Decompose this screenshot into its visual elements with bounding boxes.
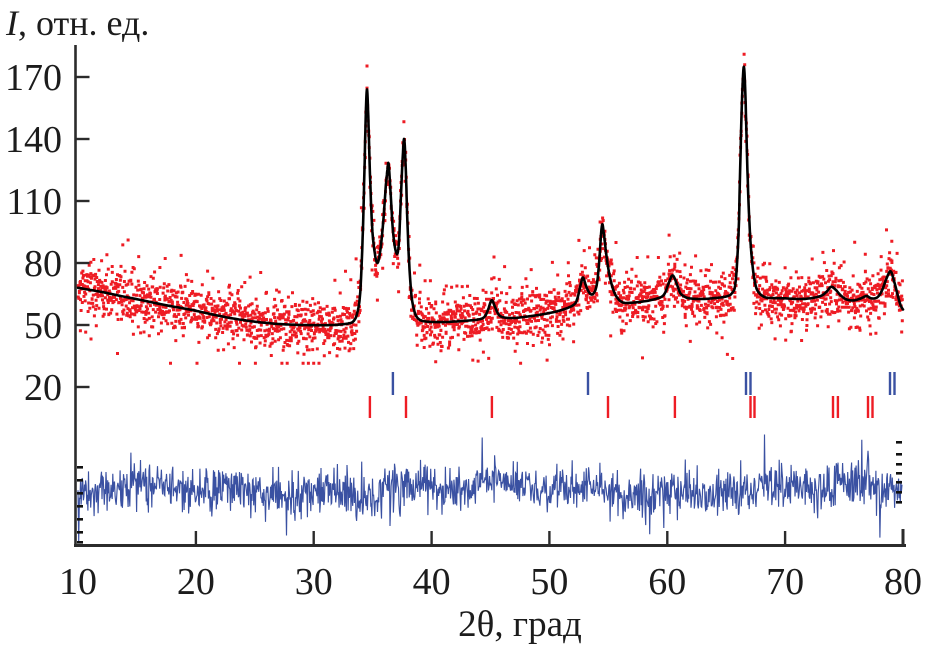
end-cap-dash bbox=[77, 531, 83, 534]
x-tick-label: 50 bbox=[530, 561, 568, 603]
y-tick-label: 170 bbox=[5, 57, 62, 99]
y-axis-title: I, отн. ед. bbox=[6, 2, 149, 44]
end-cap-dash bbox=[77, 479, 83, 482]
end-cap-dash bbox=[77, 466, 83, 469]
end-cap-dash bbox=[77, 505, 83, 508]
y-axis-title-units: , отн. ед. bbox=[18, 3, 150, 43]
end-cap-dash bbox=[77, 518, 83, 521]
end-cap-dash bbox=[77, 541, 83, 544]
x-tick-label: 40 bbox=[413, 561, 451, 603]
y-tick-label: 20 bbox=[24, 367, 62, 409]
end-cap-dash bbox=[896, 441, 902, 444]
y-tick-label: 110 bbox=[6, 181, 62, 223]
x-tick-label: 60 bbox=[648, 561, 686, 603]
end-cap-dash bbox=[896, 463, 902, 466]
y-axis-title-symbol: I bbox=[6, 3, 18, 43]
end-cap-dash bbox=[896, 472, 902, 475]
x-tick-label: 30 bbox=[295, 561, 333, 603]
y-tick-label: 50 bbox=[24, 305, 62, 347]
x-tick-label: 70 bbox=[766, 561, 804, 603]
bragg-row-1 bbox=[391, 372, 896, 395]
x-axis-title: 2θ, град bbox=[458, 604, 582, 645]
axes bbox=[74, 45, 906, 547]
x-tick-label: 80 bbox=[884, 561, 922, 603]
observed-scatter-series bbox=[76, 52, 904, 365]
observed-points bbox=[76, 52, 904, 365]
tick-labels: 20 50 80 110 140 170 10 20 30 40 50 60 70 80 bbox=[5, 57, 922, 603]
end-cap-dash bbox=[896, 453, 902, 456]
y-tick-label: 140 bbox=[5, 119, 62, 161]
x-tick-label: 10 bbox=[59, 561, 97, 603]
difference-end-caps bbox=[77, 441, 902, 544]
end-cap-dash bbox=[896, 491, 902, 494]
end-cap-dash bbox=[896, 501, 902, 504]
end-cap-dash bbox=[896, 481, 902, 484]
x-tick-label: 20 bbox=[177, 561, 215, 603]
end-cap-dash bbox=[77, 492, 83, 495]
calculated-curve bbox=[76, 65, 905, 327]
difference-curve bbox=[77, 434, 903, 543]
y-tick-label: 80 bbox=[24, 243, 62, 285]
bragg-row-2 bbox=[368, 396, 874, 418]
